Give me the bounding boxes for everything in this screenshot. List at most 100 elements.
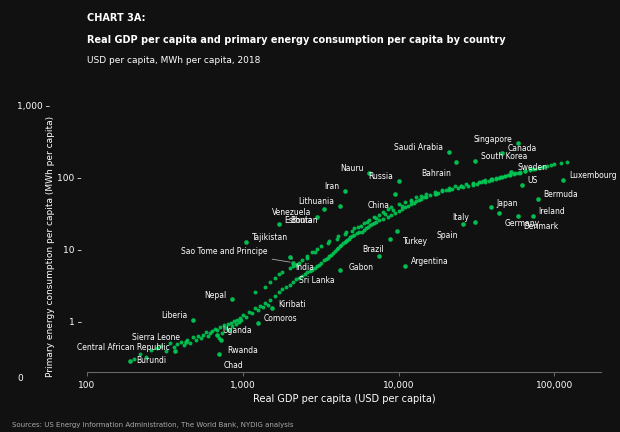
Point <box>421 191 431 197</box>
Point <box>326 252 336 259</box>
Point <box>196 335 206 342</box>
Point <box>349 232 359 239</box>
Point <box>213 350 223 357</box>
Point <box>355 222 365 229</box>
Point <box>485 176 495 183</box>
Point <box>425 192 435 199</box>
Text: Comoros: Comoros <box>264 314 297 323</box>
Point <box>332 246 342 253</box>
Point <box>458 221 468 228</box>
Text: Tajikistan: Tajikistan <box>252 233 288 242</box>
Point <box>221 325 231 332</box>
Text: Japan: Japan <box>496 199 518 208</box>
Text: Sweden: Sweden <box>517 163 547 172</box>
Point <box>312 246 322 253</box>
Text: Ireland: Ireland <box>539 207 565 216</box>
Point <box>406 198 416 205</box>
Text: Kiribati: Kiribati <box>278 300 306 309</box>
Point <box>437 188 447 195</box>
Point <box>303 253 312 260</box>
Point <box>470 218 480 225</box>
Point <box>497 149 507 156</box>
Point <box>342 236 352 243</box>
Text: Spain: Spain <box>436 231 458 240</box>
Point <box>484 178 494 184</box>
Point <box>237 312 247 319</box>
Point <box>211 331 221 338</box>
Point <box>308 266 317 273</box>
Point <box>203 333 213 340</box>
Text: Turkey: Turkey <box>403 237 428 246</box>
Point <box>291 262 301 269</box>
Point <box>294 274 304 281</box>
Point <box>495 174 505 181</box>
Point <box>374 253 384 260</box>
Point <box>253 306 263 313</box>
Point <box>347 227 356 234</box>
Point <box>341 238 351 245</box>
Point <box>156 343 166 349</box>
Point <box>453 184 463 191</box>
Point <box>361 225 371 232</box>
Point <box>479 178 489 184</box>
Point <box>412 198 422 205</box>
Point <box>366 222 376 229</box>
Point <box>390 191 400 197</box>
Text: 0: 0 <box>17 374 23 383</box>
Point <box>270 293 280 300</box>
Point <box>383 206 392 213</box>
Point <box>270 274 280 281</box>
Point <box>180 338 190 345</box>
Point <box>515 169 525 176</box>
Point <box>175 338 185 345</box>
Point <box>288 259 298 266</box>
Point <box>322 240 332 247</box>
Point <box>525 166 535 173</box>
Point <box>161 348 171 355</box>
Point <box>210 325 219 332</box>
Point <box>477 179 487 186</box>
Point <box>380 210 390 217</box>
Point <box>472 180 482 187</box>
X-axis label: Real GDP per capita (USD per capita): Real GDP per capita (USD per capita) <box>253 394 435 404</box>
Point <box>542 162 552 169</box>
Point <box>285 281 294 288</box>
Point <box>517 181 527 188</box>
Point <box>223 321 232 328</box>
Point <box>441 187 451 194</box>
Point <box>182 337 192 343</box>
Point <box>444 186 454 193</box>
Point <box>390 209 400 216</box>
Point <box>191 337 201 343</box>
Text: USD per capita, MWh per capita, 2018: USD per capita, MWh per capita, 2018 <box>87 56 260 65</box>
Point <box>444 148 454 155</box>
Text: Italy: Italy <box>453 213 469 222</box>
Point <box>305 267 315 274</box>
Text: China: China <box>368 201 389 210</box>
Point <box>308 249 317 256</box>
Point <box>491 175 501 182</box>
Point <box>487 176 497 183</box>
Point <box>359 219 369 226</box>
Point <box>450 183 460 190</box>
Point <box>509 171 519 178</box>
Point <box>165 340 175 346</box>
Point <box>403 202 413 209</box>
Point <box>400 263 410 270</box>
Point <box>379 208 389 215</box>
Point <box>335 202 345 209</box>
Y-axis label: Primary energy consumption per capita (MWh per capita): Primary energy consumption per capita (M… <box>45 116 55 377</box>
Point <box>394 178 404 184</box>
Point <box>241 238 251 245</box>
Point <box>337 241 347 248</box>
Point <box>433 189 443 196</box>
Point <box>330 247 340 254</box>
Point <box>349 225 359 232</box>
Point <box>549 161 559 168</box>
Point <box>228 323 237 330</box>
Point <box>345 234 355 241</box>
Text: Sources: US Energy Information Administration, The World Bank, NYDIG analysis: Sources: US Energy Information Administr… <box>12 422 294 428</box>
Point <box>205 330 215 337</box>
Point <box>260 283 270 290</box>
Point <box>383 213 392 220</box>
